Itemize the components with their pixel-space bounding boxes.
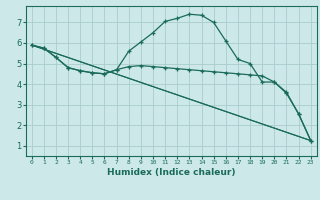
X-axis label: Humidex (Indice chaleur): Humidex (Indice chaleur) bbox=[107, 168, 236, 177]
